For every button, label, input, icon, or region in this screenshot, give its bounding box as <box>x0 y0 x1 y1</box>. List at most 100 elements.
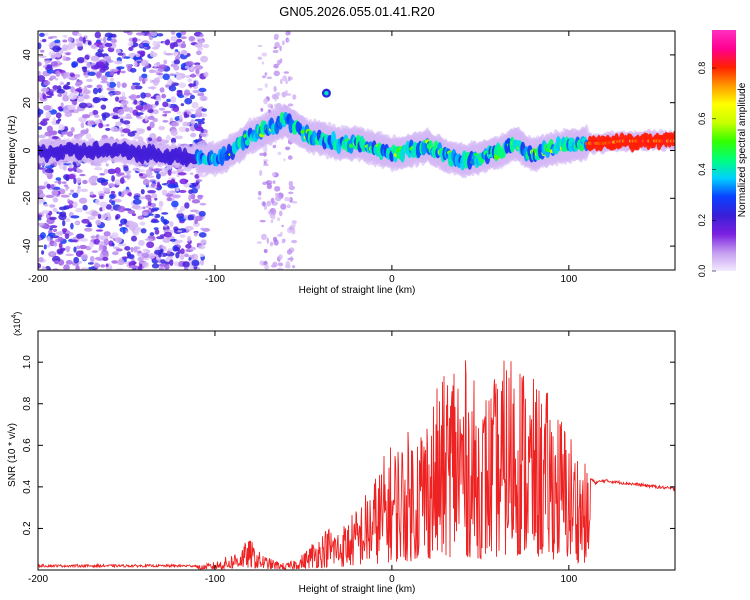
noise-blob <box>128 224 136 231</box>
noise-blob <box>270 197 275 204</box>
noise-blob <box>172 105 180 112</box>
noise-blob <box>179 254 185 261</box>
noise-blob <box>256 241 262 244</box>
noise-blob <box>290 224 297 227</box>
noise-blob <box>160 167 169 172</box>
noise-blob <box>261 75 267 79</box>
noise-blob <box>154 100 159 106</box>
noise-blob <box>201 108 207 112</box>
noise-blob <box>195 215 203 222</box>
noise-blob <box>190 193 196 200</box>
noise-blob <box>156 136 162 143</box>
noise-blob <box>262 201 266 207</box>
noise-blob <box>259 219 266 223</box>
noise-blob <box>137 169 146 173</box>
noise-blob <box>52 85 59 91</box>
spectrogram-ytick-label: 0 <box>22 147 33 153</box>
snr-scale-exponent: 4 <box>11 314 18 318</box>
noise-blob <box>96 61 106 69</box>
spectrogram-xtick-label: -200 <box>28 274 48 285</box>
noise-blob <box>83 85 88 92</box>
noise-blob <box>157 72 163 76</box>
noise-blob <box>70 126 75 133</box>
noise-blob <box>158 200 164 207</box>
snr-scale-suffix: ) <box>12 312 22 315</box>
noise-blob <box>186 109 196 112</box>
noise-blob <box>270 215 276 220</box>
noise-blob <box>89 191 94 196</box>
noise-blob <box>285 31 290 36</box>
noise-blob <box>82 204 88 211</box>
noise-blob <box>185 61 195 67</box>
noise-blob <box>139 221 146 226</box>
noise-blob <box>78 197 88 204</box>
noise-blob <box>66 81 71 86</box>
noise-blob <box>175 187 180 192</box>
noise-blob <box>158 205 163 211</box>
noise-blob <box>131 82 141 86</box>
noise-blob <box>287 155 293 160</box>
noise-blob <box>87 41 92 46</box>
noise-blob <box>42 93 47 100</box>
noise-blob <box>49 216 57 221</box>
noise-blob <box>270 219 274 224</box>
noise-blob <box>162 120 169 123</box>
noise-blob <box>75 265 80 270</box>
noise-blob <box>274 41 280 49</box>
noise-blob <box>60 211 67 218</box>
noise-blob <box>80 253 89 261</box>
noise-blob <box>68 93 77 100</box>
noise-blob <box>273 46 277 50</box>
snr-ytick-label: 0.6 <box>22 438 33 452</box>
noise-blob <box>195 64 200 71</box>
noise-blob <box>158 266 165 270</box>
noise-blob <box>98 235 107 240</box>
noise-blob <box>109 77 114 83</box>
noise-blob <box>76 189 80 194</box>
noise-blob <box>197 92 205 97</box>
noise-blob <box>82 94 90 100</box>
noise-blob <box>197 47 204 51</box>
noise-blob <box>291 239 298 244</box>
noise-blob <box>191 199 201 204</box>
noise-blob <box>38 214 43 218</box>
noise-blob <box>149 31 158 37</box>
noise-blob <box>169 73 176 76</box>
noise-blob <box>158 125 166 131</box>
noise-blob <box>147 197 152 203</box>
noise-blob <box>170 137 177 144</box>
noise-blob <box>280 203 287 210</box>
noise-blob <box>81 114 91 119</box>
noise-blob <box>87 71 96 77</box>
noise-blob <box>105 263 109 268</box>
noise-blob <box>177 229 183 233</box>
noise-blob <box>76 245 81 250</box>
noise-blob <box>93 166 103 171</box>
spectrogram-ytick-label: 20 <box>22 97 33 109</box>
noise-blob <box>287 103 294 107</box>
noise-blob <box>38 263 42 269</box>
noise-blob <box>273 70 280 77</box>
noise-blob <box>46 244 51 248</box>
noise-blob <box>286 38 290 43</box>
noise-blob <box>282 75 288 82</box>
noise-blob <box>83 227 93 232</box>
noise-blob <box>118 191 122 197</box>
noise-blob <box>121 256 129 260</box>
noise-blob <box>62 39 68 43</box>
noise-blob <box>174 239 184 243</box>
noise-blob <box>101 207 106 212</box>
noise-blob <box>271 172 276 177</box>
noise-blob <box>167 191 177 194</box>
noise-blob <box>124 245 131 251</box>
noise-blob <box>98 244 104 250</box>
noise-blob <box>84 54 90 60</box>
noise-blob <box>62 219 66 227</box>
noise-blob <box>78 102 88 109</box>
noise-blob <box>73 134 79 139</box>
noise-blob <box>56 88 65 94</box>
noise-blob <box>170 31 176 36</box>
noise-blob <box>73 177 77 185</box>
colorbar-tick-label: 0.0 <box>697 265 707 278</box>
noise-blob <box>77 97 83 101</box>
